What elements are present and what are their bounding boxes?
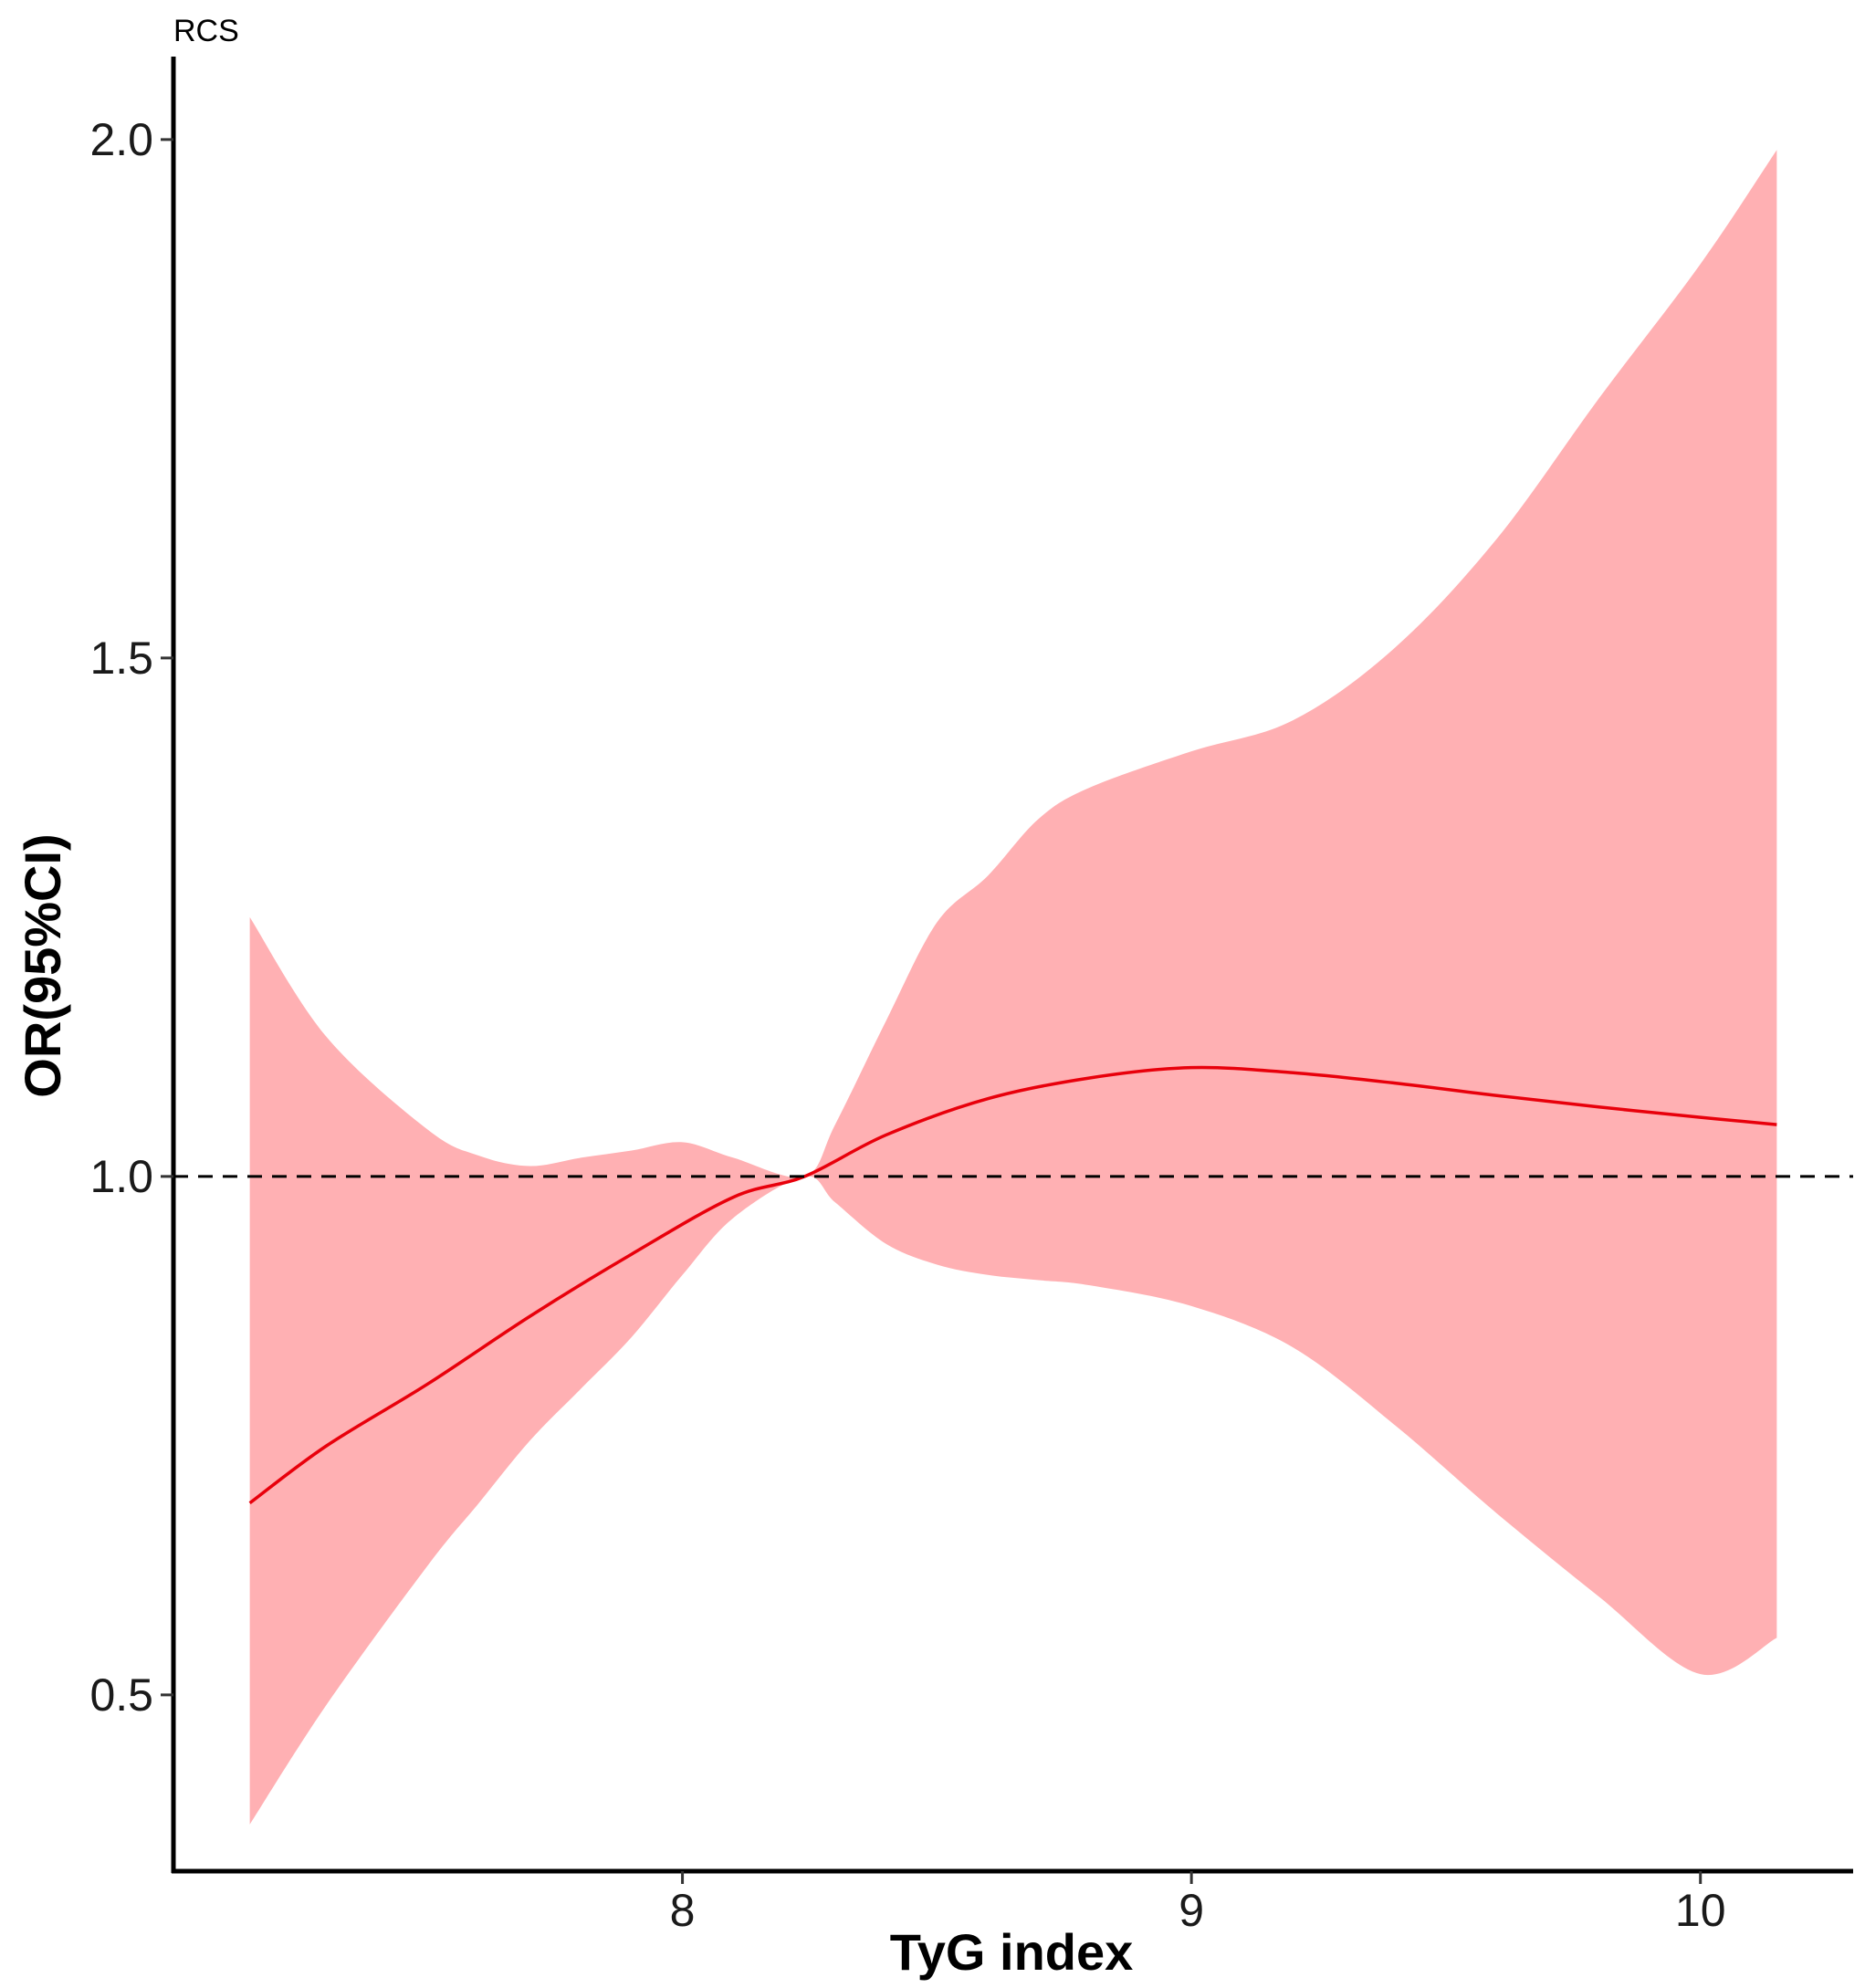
or-curve-layer xyxy=(248,1065,1777,1505)
y-tick-label: 0.5 xyxy=(89,1669,153,1721)
x-tick-label: 9 xyxy=(1179,1885,1204,1936)
x-tick-label: 10 xyxy=(1675,1885,1726,1936)
y-axis-title: OR(95%CI) xyxy=(14,833,71,1097)
labels: RCS TyG index OR(95%CI) 0.5 1.0 1.5 2.0 8 9 10 xyxy=(14,14,1726,1981)
y-tick-label: 1.0 xyxy=(89,1151,153,1202)
confidence-band xyxy=(249,150,1777,1825)
y-tick-label: 2.0 xyxy=(89,114,153,165)
confidence-band-layer xyxy=(249,150,1777,1825)
or-curve xyxy=(248,1065,1777,1505)
x-axis-title: TyG index xyxy=(890,1923,1134,1981)
plot-tag: RCS xyxy=(173,14,239,48)
axes xyxy=(161,57,1853,1884)
y-tick-label: 1.5 xyxy=(89,633,153,684)
x-tick-label: 8 xyxy=(670,1885,696,1936)
